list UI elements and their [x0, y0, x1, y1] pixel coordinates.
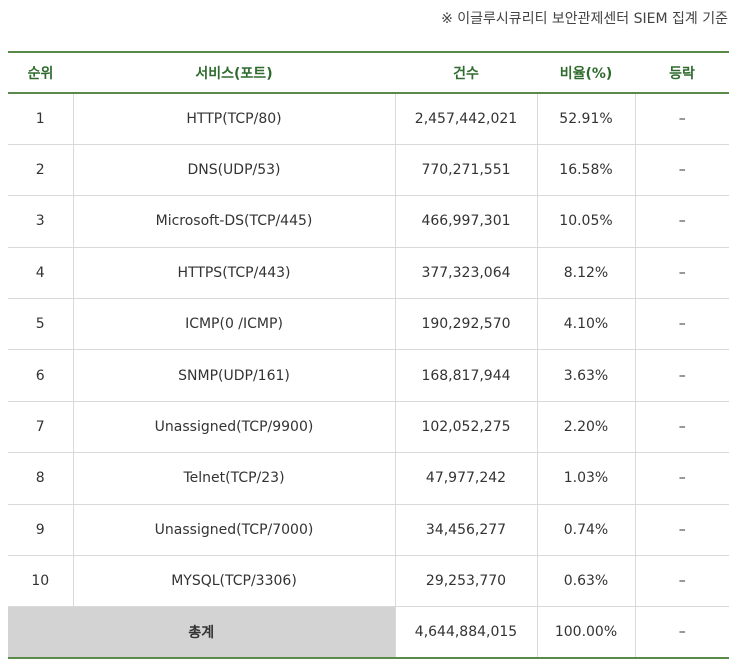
rank-cell: 6 [8, 349, 73, 402]
source-note: ※ 이글루시큐리티 보안관제센터 SIEM 집계 기준 [441, 11, 728, 27]
table-row: 2 DNS(UDP/53) 770,271,551 16.58% – [8, 144, 729, 197]
rise-cell: – [634, 93, 729, 145]
table-row: 3 Microsoft-DS(TCP/445) 466,997,301 10.0… [8, 195, 729, 248]
count-cell: 34,456,277 [394, 504, 537, 557]
rank-cell: 8 [8, 452, 73, 505]
ratio-cell: 0.63% [536, 555, 635, 608]
rank-cell: 3 [8, 195, 73, 248]
service-cell: SNMP(UDP/161) [72, 349, 395, 402]
rank-cell: 1 [8, 93, 73, 145]
service-cell: HTTP(TCP/80) [72, 93, 395, 145]
rise-cell: – [634, 349, 729, 402]
rise-cell: – [634, 452, 729, 505]
table-row: 6 SNMP(UDP/161) 168,817,944 3.63% – [8, 349, 729, 402]
count-cell: 102,052,275 [394, 401, 537, 454]
table-row: 9 Unassigned(TCP/7000) 34,456,277 0.74% … [8, 504, 729, 557]
total-rise-cell: – [634, 606, 729, 660]
service-ranking-table: 순위 서비스(포트) 건수 비율(%) 등락 1 HTTP(TCP/80) 2,… [8, 51, 729, 660]
count-cell: 190,292,570 [394, 298, 537, 351]
ratio-cell: 2.20% [536, 401, 635, 454]
service-cell: HTTPS(TCP/443) [72, 247, 395, 300]
table-row: 10 MYSQL(TCP/3306) 29,253,770 0.63% – [8, 555, 729, 608]
ratio-cell: 3.63% [536, 349, 635, 402]
service-cell: Microsoft-DS(TCP/445) [72, 195, 395, 248]
count-cell: 29,253,770 [394, 555, 537, 608]
rank-cell: 7 [8, 401, 73, 454]
table-row: 7 Unassigned(TCP/9900) 102,052,275 2.20%… [8, 401, 729, 454]
rank-cell: 10 [8, 555, 73, 608]
rise-cell: – [634, 195, 729, 248]
header-count: 건수 [395, 51, 537, 94]
header-ratio: 비율(%) [537, 51, 635, 94]
count-cell: 466,997,301 [394, 195, 537, 248]
total-count-cell: 4,644,884,015 [394, 606, 537, 660]
count-cell: 377,323,064 [394, 247, 537, 300]
rise-cell: – [634, 401, 729, 454]
service-cell: MYSQL(TCP/3306) [72, 555, 395, 608]
service-cell: ICMP(0 /ICMP) [72, 298, 395, 351]
ratio-cell: 10.05% [536, 195, 635, 248]
total-label: 총계 [8, 606, 395, 660]
ratio-cell: 8.12% [536, 247, 635, 300]
rise-cell: – [634, 555, 729, 608]
table-row: 1 HTTP(TCP/80) 2,457,442,021 52.91% – [8, 93, 729, 145]
service-cell: Unassigned(TCP/7000) [72, 504, 395, 557]
rank-cell: 5 [8, 298, 73, 351]
rank-cell: 4 [8, 247, 73, 300]
header-rank: 순위 [8, 51, 73, 94]
header-service: 서비스(포트) [73, 51, 395, 94]
rise-cell: – [634, 298, 729, 351]
count-cell: 2,457,442,021 [394, 93, 537, 145]
ratio-cell: 4.10% [536, 298, 635, 351]
rank-cell: 9 [8, 504, 73, 557]
ratio-cell: 52.91% [536, 93, 635, 145]
ratio-cell: 0.74% [536, 504, 635, 557]
ratio-cell: 16.58% [536, 144, 635, 197]
rise-cell: – [634, 504, 729, 557]
count-cell: 47,977,242 [394, 452, 537, 505]
count-cell: 168,817,944 [394, 349, 537, 402]
service-cell: DNS(UDP/53) [72, 144, 395, 197]
rank-cell: 2 [8, 144, 73, 197]
total-ratio-cell: 100.00% [536, 606, 635, 660]
total-row: 총계 4,644,884,015 100.00% – [8, 606, 729, 660]
rise-cell: – [634, 247, 729, 300]
header-rise: 등락 [635, 51, 729, 94]
rise-cell: – [634, 144, 729, 197]
ratio-cell: 1.03% [536, 452, 635, 505]
service-cell: Unassigned(TCP/9900) [72, 401, 395, 454]
table-row: 8 Telnet(TCP/23) 47,977,242 1.03% – [8, 452, 729, 505]
table-row: 5 ICMP(0 /ICMP) 190,292,570 4.10% – [8, 298, 729, 351]
service-cell: Telnet(TCP/23) [72, 452, 395, 505]
count-cell: 770,271,551 [394, 144, 537, 197]
table-row: 4 HTTPS(TCP/443) 377,323,064 8.12% – [8, 247, 729, 300]
table-header-row: 순위 서비스(포트) 건수 비율(%) 등락 [8, 51, 729, 94]
